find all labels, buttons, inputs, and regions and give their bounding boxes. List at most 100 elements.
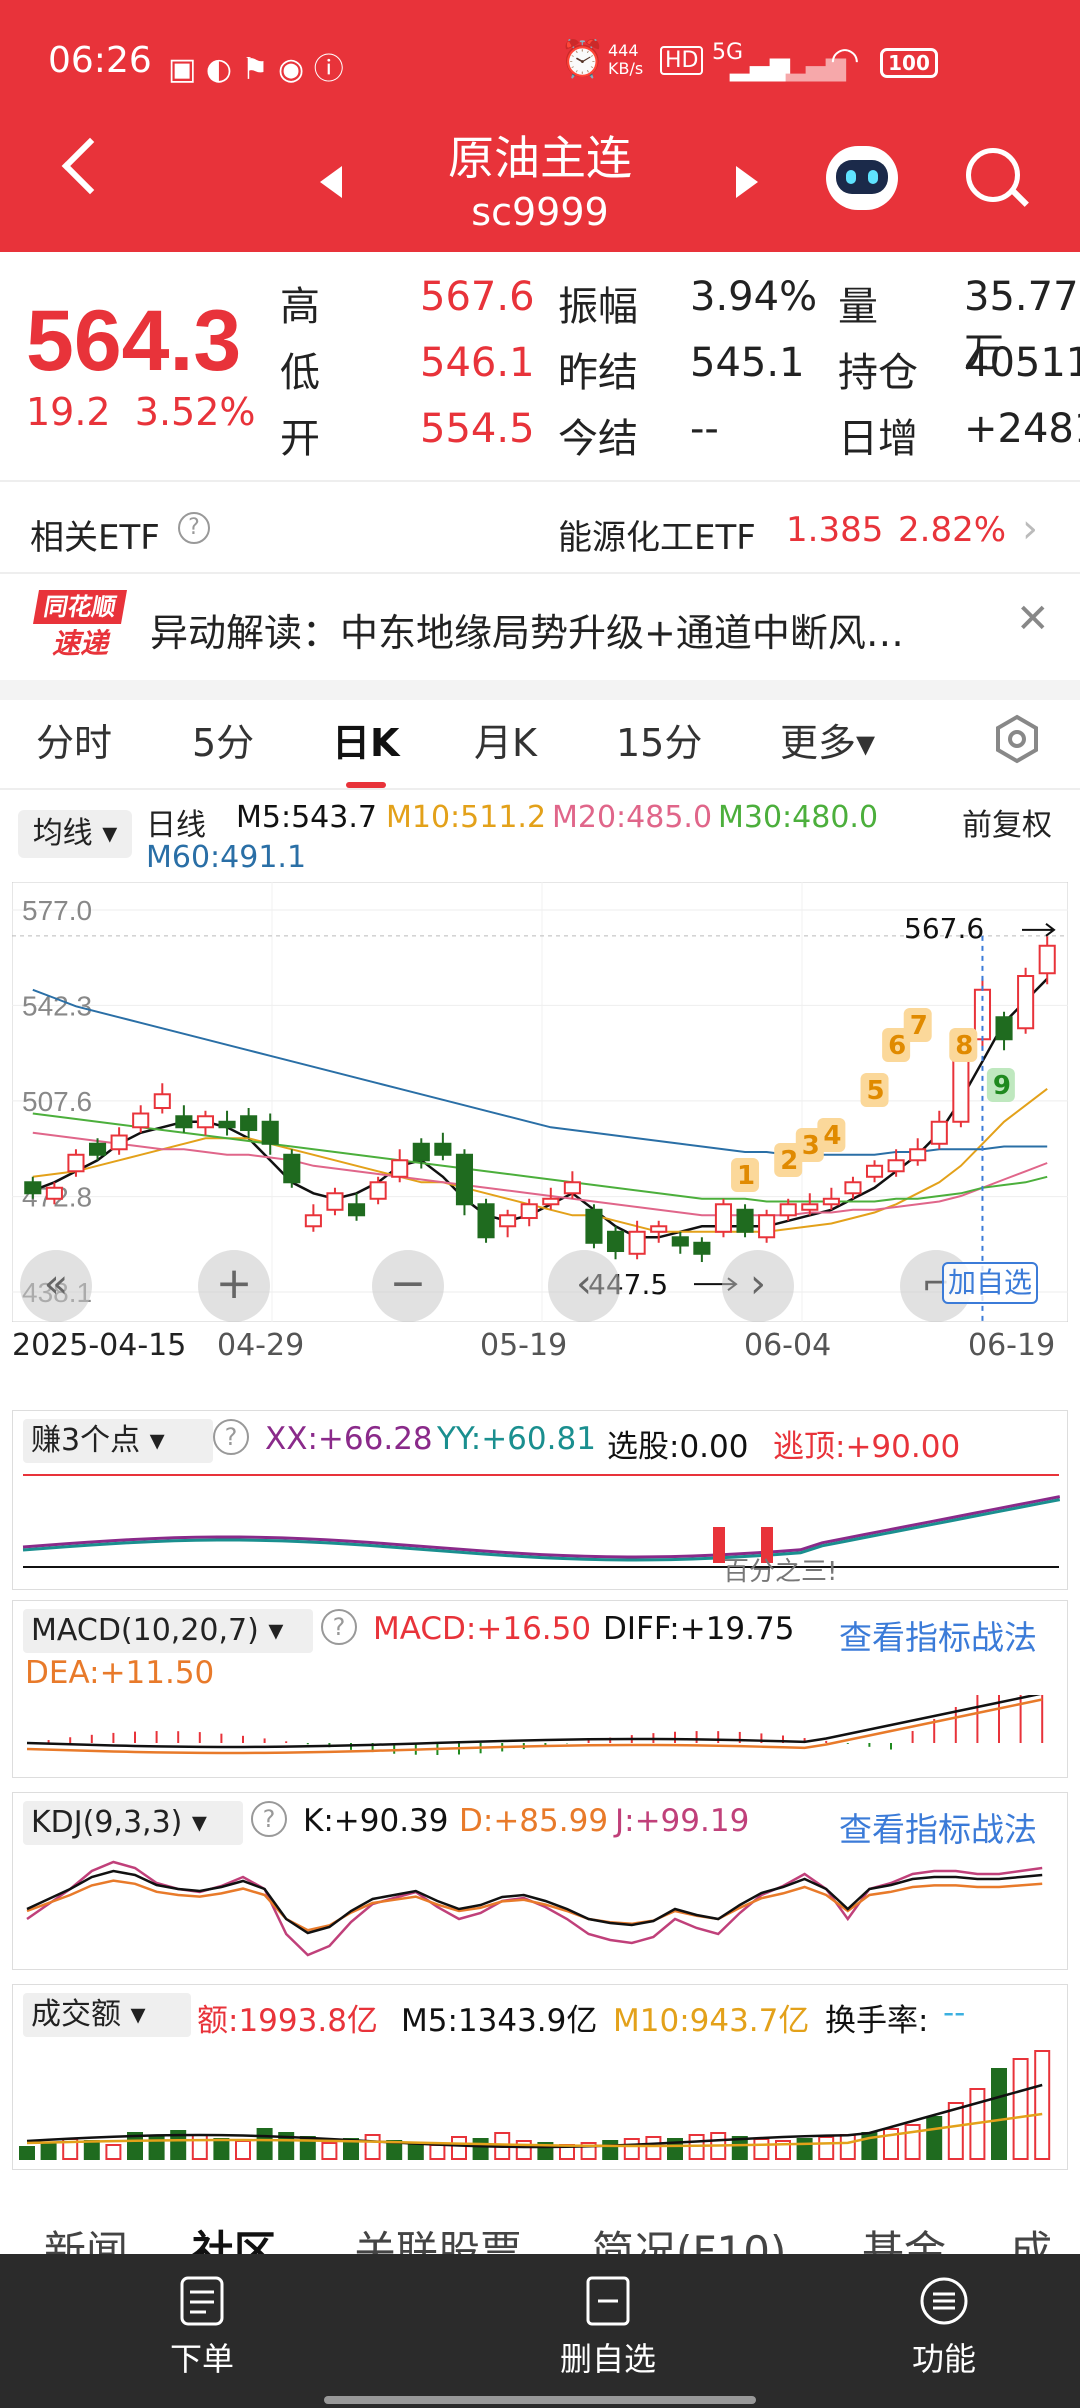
quote-label: 持仓 (838, 350, 918, 396)
dea-line (26, 1698, 1043, 1755)
period-label: 日线 (146, 808, 206, 843)
macd-panel[interactable]: MACD(10,20,7) ▾ ? MACD:+16.50 DIFF:+19.7… (12, 1600, 1068, 1778)
tab-5[interactable]: 更多▾ (780, 721, 876, 765)
candle-body (326, 1192, 344, 1211)
macd-guide-link[interactable]: 查看指标战法 (839, 1618, 1037, 1657)
candle-body (45, 1186, 63, 1200)
signal-icon: ▂▄▆ (730, 52, 790, 82)
tab-4[interactable]: 15分 (616, 721, 703, 765)
turnover-bar (451, 2136, 467, 2160)
candle-body (283, 1153, 301, 1184)
candle-body (628, 1230, 646, 1255)
m5-line (26, 2083, 1043, 2149)
news-flash-row[interactable]: 同花顺 速递 异动解读：中东地缘局势升级+通道中断风… ✕ (0, 590, 1080, 680)
turnover-selector[interactable]: 成交额 ▾ (23, 1993, 191, 2037)
turnover-bar (926, 2116, 943, 2160)
counter-badge-label: 1 (737, 1161, 755, 1191)
diff-line (26, 1695, 1042, 1749)
help-icon[interactable]: ? (321, 1609, 357, 1645)
k-line (26, 1869, 1043, 1935)
chevron-right-icon: › (1022, 506, 1038, 552)
contract-title: 原油主连 (448, 131, 632, 185)
price-change: 19.2 3.52% (26, 390, 256, 434)
help-icon[interactable]: ? (213, 1419, 249, 1455)
related-etf-row[interactable]: 相关ETF ? 能源化工ETF 1.385 2.82% › (0, 500, 1080, 580)
candle-body (650, 1225, 668, 1233)
kdj-guide-link[interactable]: 查看指标战法 (839, 1810, 1037, 1849)
candle-body (196, 1115, 215, 1129)
change-pct: 3.52% (134, 390, 256, 434)
counter-badge-label: 8 (955, 1031, 973, 1061)
candle-body (304, 1214, 322, 1228)
candle-body (240, 1115, 258, 1132)
turnover-bar (321, 2142, 338, 2160)
info-tab-5[interactable]: 成交 (1010, 2227, 1053, 2254)
functions-button[interactable]: 功能 (844, 2264, 1044, 2380)
indicator-zhuan3-panel[interactable]: 赚3个点 ▾ ? XX:+66.28 YY:+60.81 选股:0.00 逃顶:… (12, 1410, 1068, 1590)
kline-chart[interactable]: 577.0542.3507.6472.8438.1567.6447.512345… (12, 882, 1068, 1322)
next-contract-icon[interactable] (736, 166, 758, 198)
quote-label: 今结 (558, 416, 638, 462)
settings-icon[interactable] (992, 714, 1042, 764)
kdj-panel[interactable]: KDJ(9,3,3) ▾ ? K:+90.39 D:+85.99 J:+99.1… (12, 1792, 1068, 1970)
turnover-panel[interactable]: 成交额 ▾ 额:1993.8亿 M5:1343.9亿 M10:943.7亿 换手… (12, 1984, 1068, 2170)
counter-badge (903, 1008, 932, 1042)
prev-contract-icon[interactable] (320, 166, 342, 198)
candle-body (347, 1203, 366, 1217)
help-icon[interactable]: ? (251, 1801, 287, 1837)
turnover-bar (148, 2136, 165, 2160)
candle-body (714, 1203, 733, 1233)
search-icon[interactable] (966, 148, 1020, 202)
zoom-out-button[interactable]: − (372, 1250, 444, 1322)
turnover-bar (1034, 2050, 1051, 2160)
close-icon[interactable]: ✕ (1016, 596, 1050, 642)
remove-watch-button[interactable]: 删自选 (508, 2264, 708, 2380)
turnover-bar (191, 2134, 208, 2160)
quote-value: +2481 (964, 406, 1080, 452)
info-tab-4[interactable]: 基金 (862, 2227, 947, 2254)
tab-1[interactable]: 5分 (192, 721, 255, 765)
scroll-right-button[interactable]: › (722, 1250, 794, 1322)
y-tick-label: 542.3 (22, 990, 92, 1021)
add-watch-button[interactable]: 加自选 (942, 1262, 1038, 1304)
ma-line-M20 (32, 1131, 1048, 1217)
robot-assistant-icon[interactable] (826, 146, 898, 210)
candle-body (736, 1208, 754, 1233)
adjust-selector[interactable]: 前复权 (962, 808, 1052, 843)
news-text: 异动解读：中东地缘局势升级+通道中断风… (150, 611, 904, 655)
counter-badge (774, 1143, 803, 1177)
counter-badge-label: 5 (867, 1076, 885, 1106)
change-value: 19.2 (26, 390, 111, 434)
macd-selector[interactable]: MACD(10,20,7) ▾ (23, 1609, 313, 1653)
turnover-bar (947, 2102, 964, 2160)
tab-3[interactable]: 月K (474, 721, 537, 765)
tab-2[interactable]: 日K (332, 721, 400, 765)
indicator-selector[interactable]: 赚3个点 ▾ (23, 1419, 213, 1463)
kdj-selector[interactable]: KDJ(9,3,3) ▾ (23, 1801, 243, 1845)
zoom-in-button[interactable]: + (198, 1250, 270, 1322)
turnover-bar (688, 2134, 705, 2160)
candle-body (67, 1153, 85, 1173)
info-tab-1[interactable]: 社区 (192, 2227, 277, 2254)
hd-icon: HD (660, 46, 704, 75)
scroll-left-button[interactable]: ‹ (548, 1250, 620, 1322)
status-icons: ▣ ◐ ⚑ ◉ ⓘ (168, 52, 344, 87)
turnover-bar (256, 2128, 273, 2160)
info-tab-2[interactable]: 关联股票 (354, 2227, 523, 2254)
quote-value: 35.77万 (964, 274, 1079, 376)
tab-0[interactable]: 分时 (36, 721, 113, 765)
counter-badge (882, 1028, 911, 1062)
quote-label: 量 (838, 284, 878, 330)
info-tab-0[interactable]: 新闻 (44, 2227, 129, 2254)
counter-badge (731, 1158, 760, 1192)
help-icon[interactable]: ? (178, 512, 210, 544)
counter-badge (986, 1068, 1015, 1102)
turnover-bar (170, 2130, 187, 2160)
turnover-bar (364, 2134, 381, 2160)
ma-selector[interactable]: 均线 ▾ (18, 810, 132, 858)
order-button[interactable]: 下单 (102, 2264, 302, 2380)
candle-body (391, 1159, 409, 1178)
rewind-button[interactable]: « (20, 1250, 92, 1322)
j-line (26, 1860, 1043, 1957)
info-tab-3[interactable]: 简况(F10) (592, 2227, 787, 2254)
